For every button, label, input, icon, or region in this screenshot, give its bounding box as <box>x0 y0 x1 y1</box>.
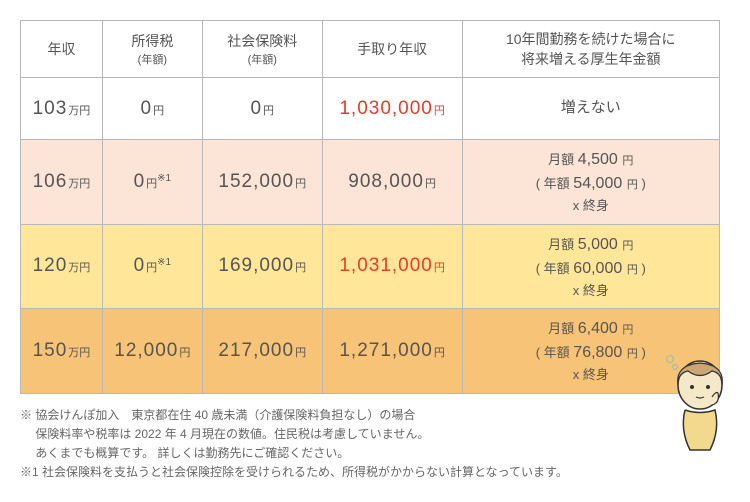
header-pension: 10年間勤務を続けた場合に 将来増える厚生年金額 <box>462 21 719 78</box>
cell-net: 908,000円 <box>322 140 462 225</box>
cell-income: 150万円 <box>21 309 103 394</box>
thinking-person-icon <box>660 355 740 455</box>
cell-social: 152,000円 <box>202 140 322 225</box>
cell-income: 106万円 <box>21 140 103 225</box>
cell-tax: 0円※1 <box>102 140 202 225</box>
cell-net: 1,031,000円 <box>322 224 462 309</box>
cell-pension: 月額 4,500 円( 年額 54,000 円 )x 終身 <box>462 140 719 225</box>
table-row: 106万円0円※1152,000円908,000円月額 4,500 円( 年額 … <box>21 140 720 225</box>
cell-income: 120万円 <box>21 224 103 309</box>
header-tax: 所得税(年額) <box>102 21 202 78</box>
cell-social: 217,000円 <box>202 309 322 394</box>
cell-tax: 12,000円 <box>102 309 202 394</box>
footnotes: ※ 協会けんぽ加入 東京都在住 40 歳未満（介護保険料負担なし）の場合 保険料… <box>20 406 750 483</box>
header-social: 社会保険料(年額) <box>202 21 322 78</box>
cell-pension: 増えない <box>462 78 719 140</box>
table-row: 103万円0円0円1,030,000円増えない <box>21 78 720 140</box>
note-2: 保険料率や税率は 2022 年 4 月現在の数値。住民税は考慮していません。 <box>20 425 750 444</box>
cell-income: 103万円 <box>21 78 103 140</box>
cell-pension: 月額 5,000 円( 年額 60,000 円 )x 終身 <box>462 224 719 309</box>
note-3: あくまでも概算です。 詳しくは勤務先にご確認ください。 <box>20 444 750 463</box>
note-1: ※ 協会けんぽ加入 東京都在住 40 歳未満（介護保険料負担なし）の場合 <box>20 406 750 425</box>
header-income: 年収 <box>21 21 103 78</box>
cell-net: 1,030,000円 <box>322 78 462 140</box>
cell-tax: 0円※1 <box>102 224 202 309</box>
header-net: 手取り年収 <box>322 21 462 78</box>
header-row: 年収 所得税(年額) 社会保険料(年額) 手取り年収 10年間勤務を続けた場合に… <box>21 21 720 78</box>
table-row: 120万円0円※1169,000円1,031,000円月額 5,000 円( 年… <box>21 224 720 309</box>
note-4: ※1 社会保険料を支払うと社会保険控除を受けられるため、所得税がかからない計算と… <box>20 463 750 482</box>
table-row: 150万円12,000円217,000円1,271,000円月額 6,400 円… <box>21 309 720 394</box>
cell-social: 0円 <box>202 78 322 140</box>
income-table: 年収 所得税(年額) 社会保険料(年額) 手取り年収 10年間勤務を続けた場合に… <box>20 20 720 394</box>
cell-social: 169,000円 <box>202 224 322 309</box>
cell-net: 1,271,000円 <box>322 309 462 394</box>
cell-tax: 0円 <box>102 78 202 140</box>
